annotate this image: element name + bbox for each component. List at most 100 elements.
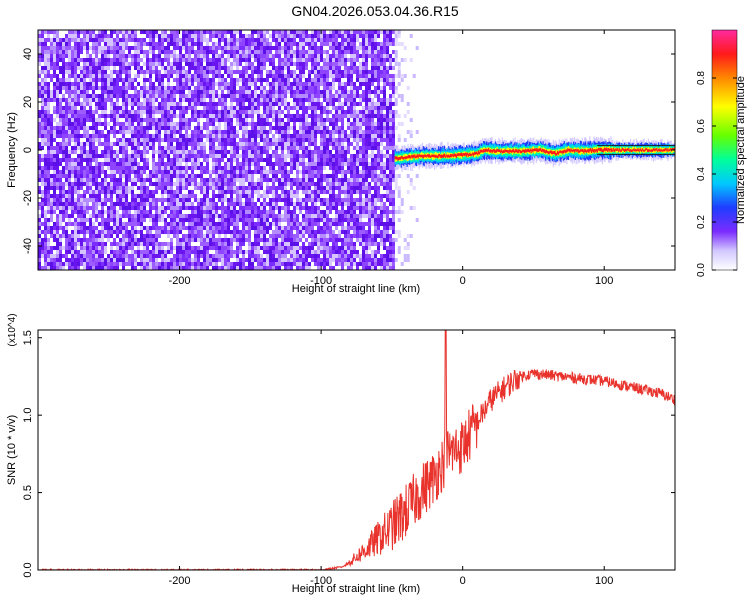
noise-cell bbox=[203, 194, 206, 198]
noise-cell bbox=[131, 42, 134, 46]
noise-cell bbox=[110, 182, 113, 186]
noise-cell bbox=[284, 194, 287, 198]
noise-cell bbox=[212, 206, 215, 210]
noise-cell bbox=[86, 38, 89, 42]
noise-cell bbox=[212, 78, 215, 82]
noise-cell bbox=[110, 166, 113, 170]
noise-cell bbox=[185, 258, 188, 262]
noise-cell bbox=[254, 186, 257, 190]
noise-cell bbox=[278, 170, 281, 174]
noise-cell bbox=[161, 234, 164, 238]
noise-cell bbox=[155, 154, 158, 158]
noise-cell bbox=[53, 118, 56, 122]
noise-cell bbox=[80, 222, 83, 226]
noise-cell bbox=[269, 122, 272, 126]
noise-cell bbox=[194, 34, 197, 38]
noise-cell bbox=[248, 38, 251, 42]
noise-cell bbox=[281, 190, 284, 194]
noise-cell bbox=[56, 42, 59, 46]
noise-cell bbox=[236, 58, 239, 62]
noise-cell bbox=[62, 214, 65, 218]
noise-cell bbox=[188, 230, 191, 234]
noise-cell bbox=[194, 246, 197, 250]
noise-cell bbox=[68, 114, 71, 118]
noise-cell bbox=[146, 54, 149, 58]
noise-cell bbox=[206, 74, 209, 78]
noise-cell bbox=[233, 122, 236, 126]
noise-cell bbox=[275, 126, 278, 130]
noise-cell bbox=[158, 222, 161, 226]
noise-cell bbox=[218, 94, 221, 98]
noise-cell bbox=[155, 266, 158, 270]
noise-cell bbox=[239, 166, 242, 170]
noise-cell bbox=[80, 38, 83, 42]
noise-cell bbox=[194, 58, 197, 62]
noise-cell bbox=[71, 138, 74, 142]
noise-cell bbox=[263, 78, 266, 82]
noise-cell bbox=[281, 86, 284, 90]
noise-cell bbox=[164, 178, 167, 182]
noise-cell bbox=[155, 38, 158, 42]
noise-cell bbox=[209, 106, 212, 110]
noise-cell bbox=[92, 258, 95, 262]
noise-cell bbox=[41, 246, 44, 250]
noise-cell bbox=[260, 182, 263, 186]
noise-cell bbox=[239, 74, 242, 78]
noise-cell bbox=[140, 102, 143, 106]
noise-cell bbox=[143, 102, 146, 106]
noise-cell bbox=[278, 258, 281, 262]
noise-cell bbox=[215, 158, 218, 162]
noise-cell bbox=[233, 238, 236, 242]
noise-cell bbox=[269, 166, 272, 170]
noise-cell bbox=[119, 94, 122, 98]
noise-cell bbox=[239, 142, 242, 146]
noise-cell bbox=[86, 58, 89, 62]
noise-cell bbox=[206, 266, 209, 270]
noise-cell bbox=[197, 166, 200, 170]
noise-cell bbox=[59, 206, 62, 210]
noise-cell bbox=[59, 70, 62, 74]
noise-cell bbox=[275, 66, 278, 70]
noise-cell bbox=[71, 66, 74, 70]
noise-cell bbox=[200, 86, 203, 90]
noise-cell bbox=[149, 218, 152, 222]
noise-cell bbox=[92, 70, 95, 74]
noise-cell bbox=[257, 146, 260, 150]
noise-cell bbox=[230, 238, 233, 242]
noise-cell bbox=[257, 118, 260, 122]
noise-cell bbox=[149, 242, 152, 246]
noise-cell bbox=[173, 258, 176, 262]
noise-cell bbox=[158, 34, 161, 38]
noise-cell bbox=[74, 178, 77, 182]
noise-cell bbox=[230, 230, 233, 234]
noise-cell bbox=[146, 150, 149, 154]
noise-cell bbox=[62, 166, 65, 170]
noise-cell bbox=[125, 214, 128, 218]
noise-cell bbox=[245, 102, 248, 106]
noise-cell bbox=[188, 242, 191, 246]
noise-cell bbox=[152, 190, 155, 194]
noise-cell bbox=[257, 238, 260, 242]
noise-cell bbox=[233, 130, 236, 134]
noise-cell bbox=[47, 238, 50, 242]
noise-cell bbox=[227, 114, 230, 118]
noise-cell bbox=[182, 106, 185, 110]
noise-cell bbox=[86, 54, 89, 58]
noise-cell bbox=[236, 146, 239, 150]
noise-cell bbox=[107, 266, 110, 270]
noise-cell bbox=[119, 158, 122, 162]
noise-cell bbox=[119, 218, 122, 222]
noise-cell bbox=[254, 110, 257, 114]
noise-cell bbox=[197, 50, 200, 54]
noise-cell bbox=[128, 98, 131, 102]
noise-cell bbox=[92, 146, 95, 150]
noise-cell bbox=[272, 74, 275, 78]
noise-cell bbox=[212, 130, 215, 134]
noise-cell bbox=[161, 146, 164, 150]
noise-cell bbox=[281, 82, 284, 86]
noise-cell bbox=[155, 222, 158, 226]
noise-cell bbox=[173, 178, 176, 182]
noise-cell bbox=[263, 170, 266, 174]
noise-cell bbox=[227, 146, 230, 150]
noise-cell bbox=[284, 46, 287, 50]
